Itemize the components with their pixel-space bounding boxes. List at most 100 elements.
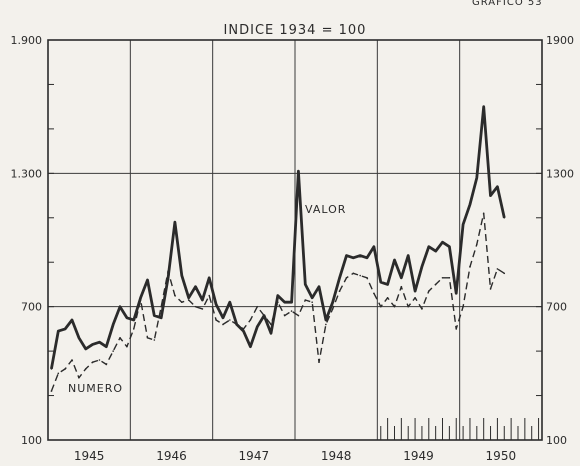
- data-point-numero: [325, 323, 327, 326]
- x-tick-label: 1947: [239, 449, 270, 463]
- data-point-numero: [160, 305, 163, 308]
- data-point-valor: [290, 301, 293, 304]
- data-point-numero: [91, 361, 94, 364]
- data-point-numero: [64, 368, 66, 370]
- data-point-numero: [496, 268, 499, 270]
- data-point-valor: [78, 336, 80, 339]
- data-point-numero: [400, 285, 403, 288]
- data-point-numero: [50, 390, 53, 392]
- data-point-valor: [434, 250, 437, 252]
- data-point-numero: [126, 345, 128, 348]
- data-point-valor: [146, 279, 149, 281]
- data-point-valor: [325, 319, 327, 321]
- data-point-valor: [455, 292, 458, 295]
- data-point-valor: [201, 299, 204, 301]
- y-tick-label-right: 1900: [546, 34, 574, 47]
- data-point-valor: [304, 283, 307, 286]
- data-point-numero: [455, 328, 458, 330]
- data-point-valor: [249, 345, 252, 348]
- data-point-numero: [379, 305, 382, 308]
- data-point-valor: [359, 254, 361, 257]
- corner-note: GRAFICO 53: [472, 0, 543, 8]
- data-point-numero: [434, 283, 437, 286]
- data-point-valor: [160, 316, 163, 319]
- data-point-valor: [476, 176, 478, 179]
- data-point-numero: [366, 276, 368, 279]
- data-point-valor: [187, 296, 190, 299]
- axis-layer: [48, 39, 542, 441]
- data-point-numero: [359, 274, 361, 277]
- data-point-valor: [331, 301, 334, 304]
- data-point-numero: [167, 270, 169, 272]
- data-point-numero: [235, 323, 238, 326]
- data-point-numero: [249, 319, 252, 321]
- data-point-numero: [331, 308, 334, 310]
- data-point-numero: [489, 288, 492, 290]
- data-point-valor: [297, 170, 300, 172]
- data-point-valor: [489, 194, 492, 197]
- data-point-valor: [338, 276, 341, 279]
- data-point-valor: [345, 254, 348, 257]
- data-point-valor: [180, 274, 183, 277]
- data-point-valor: [283, 301, 286, 304]
- data-point-numero: [338, 290, 341, 292]
- data-point-numero: [71, 359, 73, 361]
- data-point-valor: [352, 256, 355, 259]
- data-point-valor: [427, 245, 430, 248]
- y-tick-label-right: 1300: [546, 167, 574, 180]
- data-point-numero: [373, 292, 375, 295]
- data-point-valor: [256, 325, 259, 328]
- data-point-valor: [469, 203, 471, 206]
- data-point-numero: [448, 276, 451, 279]
- data-point-numero: [421, 308, 423, 310]
- data-point-numero: [345, 276, 348, 279]
- data-point-valor: [57, 330, 60, 332]
- data-point-numero: [174, 294, 176, 297]
- data-point-valor: [174, 221, 176, 224]
- data-point-valor: [112, 323, 114, 326]
- data-point-valor: [194, 285, 197, 288]
- label-layer: 100 100 700 700 1.300 1300 1.900 1900 1945 1946 19…: [11, 34, 575, 463]
- data-point-valor: [126, 316, 128, 319]
- data-point-valor: [448, 245, 451, 248]
- data-point-numero: [84, 368, 87, 370]
- data-point-valor: [400, 276, 403, 279]
- data-point-numero: [297, 314, 300, 317]
- data-point-valor: [222, 316, 224, 319]
- data-point-numero: [98, 359, 101, 361]
- data-point-numero: [187, 299, 190, 301]
- data-point-numero: [462, 305, 464, 308]
- data-point-numero: [132, 328, 135, 330]
- x-tick-label: 1948: [321, 449, 352, 463]
- data-point-valor: [373, 245, 375, 248]
- data-point-numero: [318, 361, 320, 364]
- y-tick-label-left: 1.300: [11, 167, 43, 180]
- x-tick-label: 1950: [486, 449, 517, 463]
- data-point-valor: [153, 314, 156, 317]
- data-point-numero: [283, 314, 286, 317]
- data-point-numero: [139, 299, 142, 301]
- data-point-numero: [441, 276, 444, 279]
- data-point-valor: [421, 265, 423, 268]
- data-point-numero: [352, 272, 355, 275]
- data-point-valor: [414, 290, 416, 292]
- data-point-valor: [503, 216, 506, 219]
- data-point-valor: [366, 256, 368, 259]
- data-point-numero: [469, 265, 471, 268]
- data-point-valor: [393, 259, 396, 261]
- plot-frame: [47, 39, 543, 441]
- data-point-numero: [482, 212, 485, 215]
- data-point-valor: [270, 332, 272, 335]
- data-point-valor: [50, 368, 53, 370]
- x-tick-label: 1946: [156, 449, 187, 463]
- data-point-valor: [119, 305, 121, 308]
- data-point-numero: [304, 299, 307, 301]
- data-point-numero: [427, 290, 430, 292]
- data-point-valor: [139, 296, 142, 299]
- y-tick-label-right: 700: [546, 301, 567, 314]
- data-point-numero: [57, 372, 60, 375]
- data-point-valor: [215, 303, 217, 306]
- data-point-valor: [496, 185, 499, 188]
- data-point-valor: [277, 294, 279, 297]
- grid-layer: [48, 40, 542, 440]
